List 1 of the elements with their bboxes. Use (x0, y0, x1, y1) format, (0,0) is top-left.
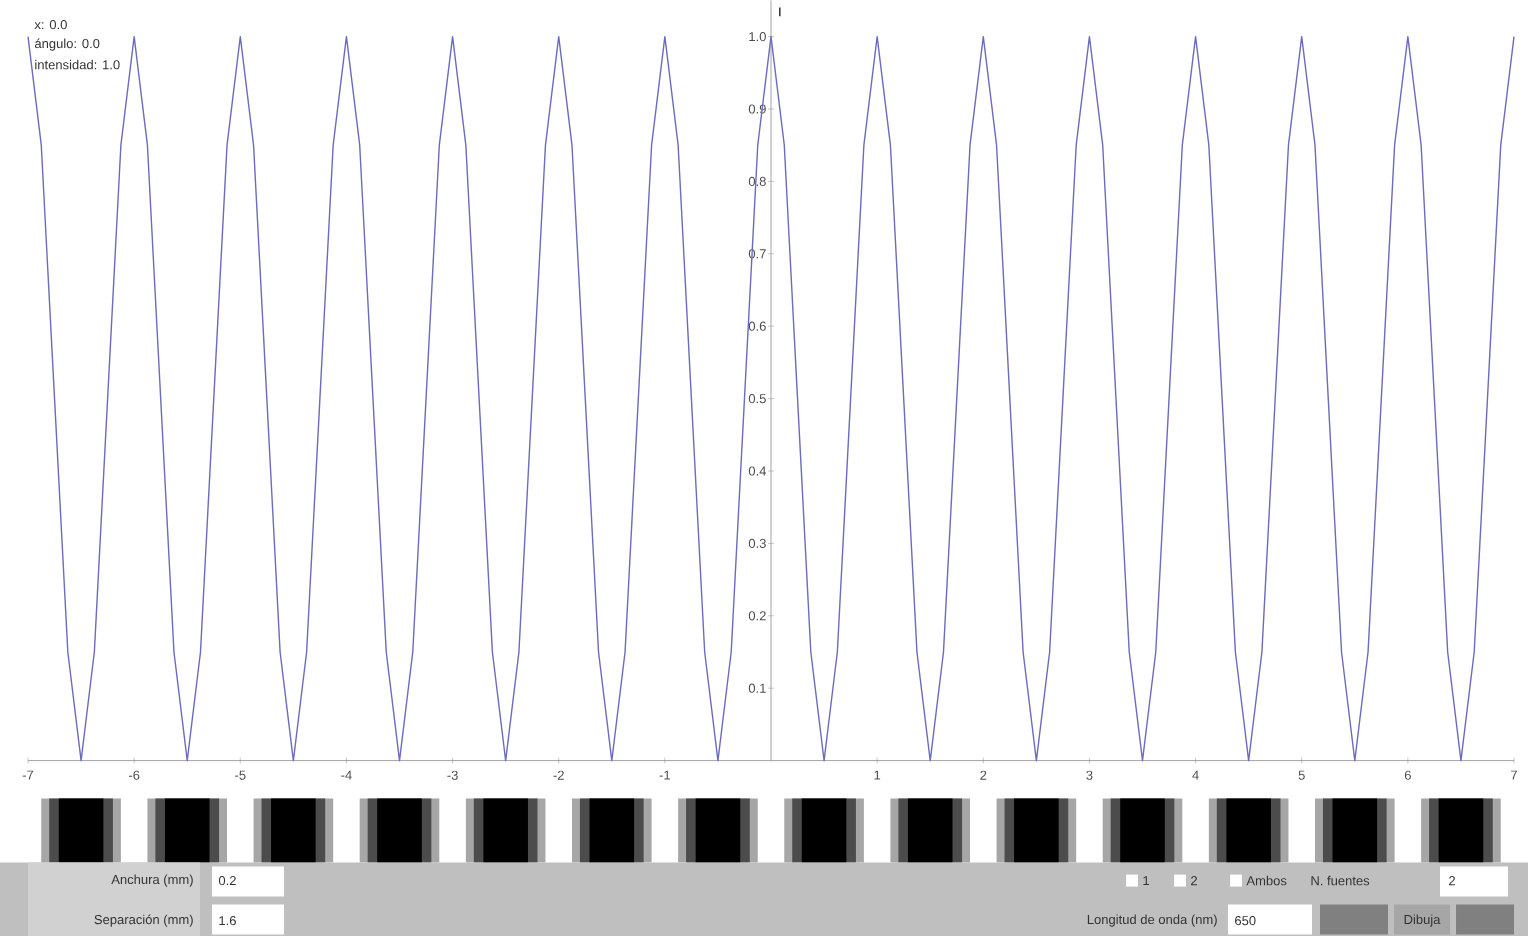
line-series (27, 35, 1515, 762)
